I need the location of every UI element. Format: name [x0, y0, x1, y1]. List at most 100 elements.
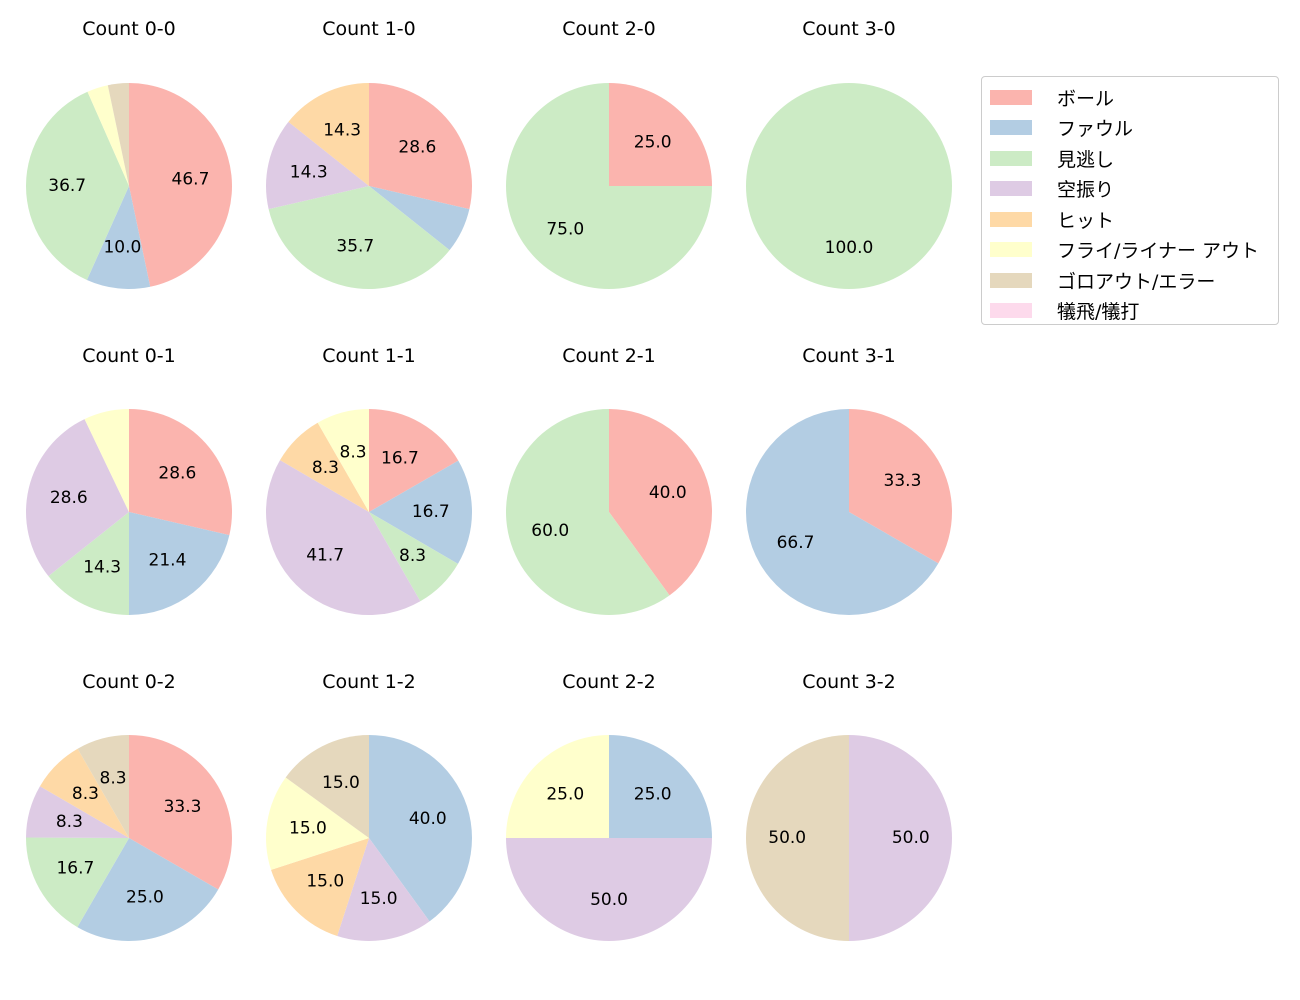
- pie-slice: [745, 409, 939, 616]
- pie-slice: [369, 409, 459, 512]
- slice-label: 50.0: [590, 890, 628, 910]
- slice-label: 25.0: [546, 784, 584, 804]
- pie-slice: [746, 735, 849, 941]
- pie-slice: [369, 512, 458, 602]
- slice-label: 35.7: [336, 236, 374, 256]
- legend-swatch: [990, 181, 1032, 197]
- pie-title: Count 0-2: [82, 671, 176, 693]
- pie-slice: [86, 186, 151, 289]
- slice-label: 21.4: [149, 550, 187, 570]
- slice-label: 60.0: [531, 521, 569, 541]
- pie-slice: [506, 83, 712, 289]
- pie-slice: [288, 83, 369, 186]
- pie-slice: [317, 409, 369, 512]
- pie-count-0-2: Count 0-233.325.016.78.38.38.3: [26, 671, 232, 941]
- pie-slice: [25, 419, 130, 577]
- slice-label: 14.3: [290, 162, 328, 182]
- pie-slice: [280, 422, 369, 512]
- slice-label: 66.7: [777, 533, 815, 553]
- pie-title: Count 1-0: [322, 18, 416, 40]
- pie-slice: [265, 121, 369, 210]
- legend: ボールファウル見逃し空振り ヒットフライ/ライナー アウト ゴロアウト/エラー 犠飛/…: [981, 76, 1279, 325]
- slice-label: 8.3: [56, 812, 83, 832]
- legend-label: ボール: [1057, 87, 1115, 110]
- pie-slice: [129, 409, 232, 536]
- slice-label: 15.0: [289, 818, 327, 838]
- pie-slice: [265, 777, 369, 870]
- pie-count-1-2: Count 1-2 40.0 15.0 15.0 15.0 15.0: [265, 671, 473, 941]
- slice-label: 8.3: [312, 458, 339, 478]
- pie-slice: [39, 748, 129, 838]
- pie-slice: [369, 83, 473, 210]
- legend-swatch: [990, 242, 1032, 258]
- pie-slice: [48, 512, 130, 615]
- legend-label: 犠飛/犠打: [1057, 301, 1140, 324]
- pie-slice: [268, 186, 450, 289]
- legend-label: 見逃し: [1057, 148, 1115, 171]
- slice-label: 25.0: [634, 132, 672, 152]
- slice-label: 16.7: [381, 449, 419, 469]
- pie-count-3-0: Count 3-0 100.0: [746, 18, 952, 289]
- pie-slice: [129, 512, 230, 615]
- slice-label: 46.7: [172, 170, 210, 190]
- legend-swatch: [990, 150, 1032, 166]
- slice-label: 15.0: [360, 889, 398, 909]
- slice-label: 33.3: [164, 797, 202, 817]
- legend-item: 見逃し: [982, 143, 1278, 174]
- pie-count-2-0: Count 2-0 25.0 75.0: [506, 18, 712, 289]
- pie-count-3-1: Count 3-1 33.3 66.7: [745, 345, 953, 616]
- slice-label: 100.0: [825, 238, 874, 258]
- pie-title: Count 1-1: [322, 345, 416, 367]
- pie-count-2-2: Count 2-2 25.0 50.0 25.0: [506, 671, 712, 941]
- legend-label: ファウル: [1057, 118, 1134, 141]
- legend-item: ボール: [982, 82, 1278, 113]
- slice-label: 36.7: [48, 176, 86, 196]
- legend-label: 空振り: [1057, 179, 1115, 202]
- pie-count-0-1: Count 0-1 28.6 21.4 14.3 28.6: [25, 345, 232, 615]
- slice-label: 8.3: [72, 784, 99, 804]
- pie-slice: [506, 838, 712, 941]
- legend-label: フライ/ライナー アウト: [1057, 240, 1260, 263]
- slice-label: 14.3: [83, 558, 121, 578]
- legend-swatch: [990, 89, 1032, 105]
- slice-label: 8.3: [100, 768, 127, 788]
- pie-slice: [849, 735, 952, 941]
- pie-slice: [369, 735, 473, 922]
- slice-label: 40.0: [409, 809, 447, 829]
- slice-label: 15.0: [322, 773, 360, 793]
- slice-label: 75.0: [546, 220, 584, 240]
- pie-count-1-1: Count 1-116.716.78.341.78.38.3: [266, 345, 472, 615]
- legend-swatch: [990, 211, 1032, 227]
- legend-item: フライ/ライナー アウト: [982, 235, 1278, 266]
- slice-label: 8.3: [399, 546, 426, 566]
- slice-label: 14.3: [323, 120, 361, 140]
- pie-title: Count 1-2: [322, 671, 416, 693]
- pie-slice: [609, 409, 713, 596]
- slice-label: 10.0: [103, 237, 141, 257]
- slice-label: 28.6: [50, 488, 88, 508]
- pie-slice: [87, 85, 129, 186]
- slice-label: 33.3: [884, 471, 922, 491]
- legend-item: ファウル: [982, 113, 1278, 144]
- pie-slice: [77, 838, 219, 941]
- pie-slice: [77, 735, 129, 838]
- legend-label: ゴロアウト/エラー: [1057, 270, 1216, 293]
- pie-count-1-0: Count 1-0 28.6 35.7 14.3 14.3: [265, 18, 473, 289]
- pie-slice: [26, 786, 130, 838]
- slice-label: 28.6: [398, 138, 436, 158]
- pie-slice: [285, 735, 369, 838]
- pie-slice: [849, 409, 953, 564]
- pie-title: Count 2-2: [562, 671, 656, 693]
- slice-label: 40.0: [649, 483, 687, 503]
- pie-title: Count 3-2: [802, 671, 896, 693]
- pie-slice: [609, 83, 712, 186]
- pie-slice: [266, 460, 421, 615]
- pie-title: Count 3-0: [802, 18, 896, 40]
- pie-slice: [746, 83, 952, 289]
- legend-item: 空振り: [982, 174, 1278, 205]
- pie-count-3-2: Count 3-2 50.0 50.0: [746, 671, 952, 941]
- legend-item: ヒット: [982, 204, 1278, 235]
- pie-slice: [271, 838, 369, 936]
- legend-item: 犠飛/犠打: [982, 296, 1278, 327]
- pie-slice: [369, 460, 472, 564]
